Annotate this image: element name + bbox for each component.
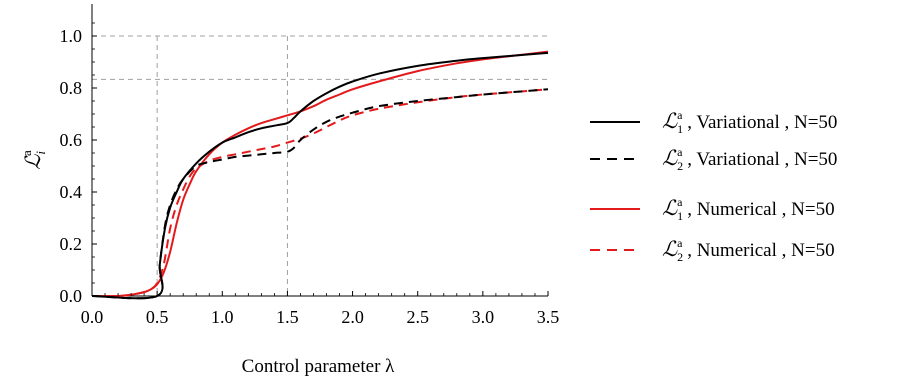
ticks: 0.0 0.5 1.0 1.5 2.0 2.5 3.0 3.5 0.0 0.2 0.4 0.6 0.8 1… (60, 22, 560, 327)
series-line-1 (91, 51, 549, 300)
x-tick-label: 3.0 (472, 307, 495, 327)
x-tick-label: 1.5 (276, 307, 299, 327)
legend-label-3: ℒ1a , Numerical , N=50 (662, 195, 835, 223)
y-axis-label: ℒia (19, 150, 48, 170)
y-tick-label: 0.6 (60, 130, 83, 150)
legend-label-1: ℒ1a , Variational , N=50 (662, 108, 837, 136)
legend-label-4: ℒ2a , Numerical , N=50 (662, 236, 835, 264)
x-tick-label: 0.0 (81, 307, 104, 327)
series-line-4 (91, 88, 549, 298)
x-tick-label: 3.5 (537, 307, 560, 327)
series-lines (91, 50, 549, 300)
reference-lines (92, 35, 548, 296)
x-axis-label: Control parameter λ (242, 356, 396, 377)
y-tick-label: 0.2 (60, 234, 83, 254)
x-tick-label: 0.5 (146, 307, 169, 327)
y-tick-label: 0.0 (60, 286, 83, 306)
y-axis-label-sub: i (33, 151, 48, 155)
legend-label-2: ℒ2a , Variational , N=50 (662, 145, 837, 173)
x-tick-label: 2.5 (406, 307, 429, 327)
x-tick-label: 1.0 (211, 307, 234, 327)
y-axis-label-base: ℒ (21, 154, 45, 170)
y-tick-label: 0.8 (60, 78, 83, 98)
axes (91, 4, 548, 297)
y-tick-label: 0.4 (60, 182, 83, 202)
series-line-2 (91, 88, 549, 300)
x-tick-label: 2.0 (341, 307, 364, 327)
y-tick-label: 1.0 (60, 26, 83, 46)
legend: ℒ1a , Variational , N=50 ℒ2a , Variationa… (590, 108, 837, 264)
y-axis-label-sup: a (19, 150, 34, 156)
